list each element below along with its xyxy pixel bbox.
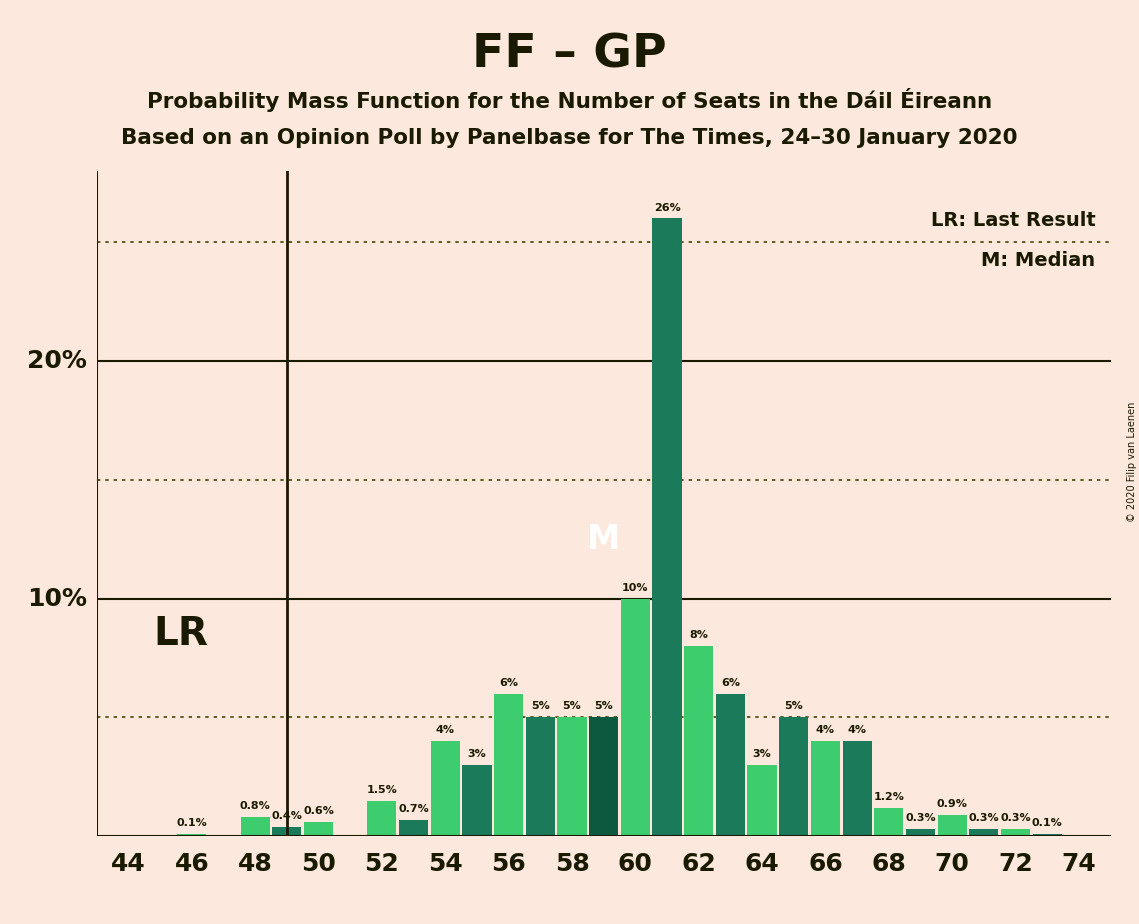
- Text: Based on an Opinion Poll by Panelbase for The Times, 24–30 January 2020: Based on an Opinion Poll by Panelbase fo…: [121, 128, 1018, 148]
- Bar: [178, 833, 206, 836]
- Bar: [969, 829, 999, 836]
- Text: 0.8%: 0.8%: [240, 801, 271, 811]
- Bar: [1001, 829, 1030, 836]
- Text: © 2020 Filip van Laenen: © 2020 Filip van Laenen: [1126, 402, 1137, 522]
- Text: M: M: [587, 523, 621, 555]
- Text: 5%: 5%: [595, 701, 613, 711]
- Text: 0.1%: 0.1%: [1032, 818, 1063, 828]
- Bar: [715, 694, 745, 836]
- Text: LR: LR: [154, 615, 208, 653]
- Text: 3%: 3%: [753, 749, 771, 759]
- Text: 10%: 10%: [26, 587, 87, 611]
- Bar: [747, 765, 777, 836]
- Bar: [653, 218, 681, 836]
- Text: FF – GP: FF – GP: [473, 32, 666, 78]
- Bar: [272, 827, 302, 836]
- Bar: [685, 646, 713, 836]
- Bar: [368, 800, 396, 836]
- Text: 0.3%: 0.3%: [1000, 813, 1031, 823]
- Text: 20%: 20%: [27, 349, 87, 373]
- Text: 5%: 5%: [563, 701, 581, 711]
- Bar: [937, 815, 967, 836]
- Bar: [875, 808, 903, 836]
- Text: 0.6%: 0.6%: [303, 806, 334, 816]
- Bar: [811, 741, 839, 836]
- Bar: [843, 741, 871, 836]
- Bar: [399, 820, 428, 836]
- Bar: [1033, 833, 1062, 836]
- Bar: [906, 829, 935, 836]
- Bar: [494, 694, 523, 836]
- Text: 3%: 3%: [468, 749, 486, 759]
- Text: 0.4%: 0.4%: [271, 810, 302, 821]
- Bar: [621, 599, 650, 836]
- Text: 6%: 6%: [721, 677, 740, 687]
- Text: 4%: 4%: [847, 725, 867, 736]
- Text: 1.2%: 1.2%: [874, 792, 904, 802]
- Text: 5%: 5%: [531, 701, 550, 711]
- Text: 4%: 4%: [436, 725, 454, 736]
- Text: 0.7%: 0.7%: [399, 804, 429, 814]
- Text: M: Median: M: Median: [981, 250, 1096, 270]
- Text: 10%: 10%: [622, 583, 648, 592]
- Text: 6%: 6%: [499, 677, 518, 687]
- Text: 0.9%: 0.9%: [936, 799, 967, 808]
- Text: 26%: 26%: [654, 202, 680, 213]
- Bar: [779, 717, 809, 836]
- Text: 0.1%: 0.1%: [177, 818, 207, 828]
- Text: 8%: 8%: [689, 630, 708, 640]
- Text: 0.3%: 0.3%: [968, 813, 999, 823]
- Bar: [240, 817, 270, 836]
- Bar: [589, 717, 618, 836]
- Text: 4%: 4%: [816, 725, 835, 736]
- Bar: [304, 822, 333, 836]
- Text: 1.5%: 1.5%: [367, 784, 398, 795]
- Bar: [526, 717, 555, 836]
- Bar: [431, 741, 460, 836]
- Text: Probability Mass Function for the Number of Seats in the Dáil Éireann: Probability Mass Function for the Number…: [147, 88, 992, 112]
- Text: LR: Last Result: LR: Last Result: [931, 211, 1096, 230]
- Text: 0.3%: 0.3%: [906, 813, 936, 823]
- Bar: [557, 717, 587, 836]
- Bar: [462, 765, 492, 836]
- Text: 5%: 5%: [785, 701, 803, 711]
